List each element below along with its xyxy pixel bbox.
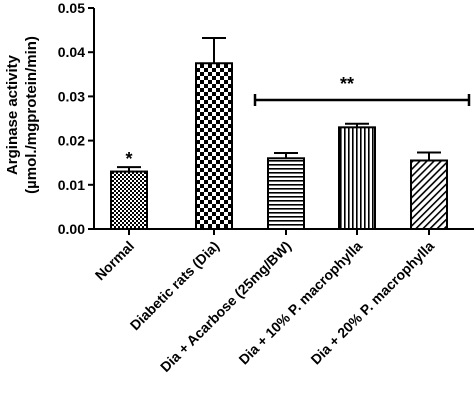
bar-2 <box>195 62 233 230</box>
y-axis-label-unit: (µmol./mgprotein/min) <box>23 36 40 194</box>
bar-3 <box>267 157 305 230</box>
x-tick-label-5: Dia + 20% P. macrophylla <box>307 238 437 368</box>
y-tick-label: 0.01 <box>58 177 85 193</box>
y-tick-label: 0.05 <box>58 0 85 16</box>
y-tick-label: 0.00 <box>58 221 85 237</box>
y-tick-label: 0.03 <box>58 88 85 104</box>
x-tick-label-1: Normal <box>92 238 137 283</box>
bar-4 <box>338 126 376 230</box>
significance-marker-bracket: ** <box>340 74 354 94</box>
bar-5 <box>410 159 448 231</box>
y-tick-label: 0.02 <box>58 133 85 149</box>
y-axis-ticks: 0.00 0.01 0.02 0.03 0.04 0.05 <box>58 0 94 237</box>
significance-marker-normal: * <box>125 149 132 169</box>
y-axis-label: Arginase activity <box>4 54 21 175</box>
bars-group <box>110 62 448 231</box>
y-tick-label: 0.04 <box>58 44 85 60</box>
bar-1 <box>110 170 148 230</box>
x-tick-label-4: Dia + 10% P. macrophylla <box>235 238 365 368</box>
error-bars-group <box>117 37 441 172</box>
x-tick-label-3: Dia + Acarbose (25mg/BW) <box>157 238 294 375</box>
